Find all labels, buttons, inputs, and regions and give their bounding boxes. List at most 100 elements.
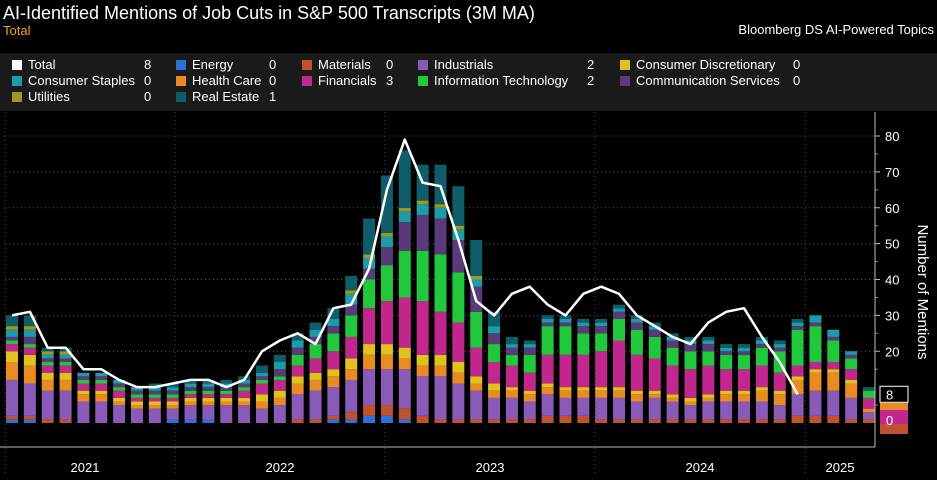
bar-segment <box>6 379 18 416</box>
bar-segment <box>273 362 286 370</box>
end-label-total: 8 <box>886 387 893 402</box>
legend-value: 2 <box>587 57 595 72</box>
bar-segment <box>327 376 340 388</box>
bar-segment <box>291 376 304 384</box>
legend-label: Total <box>28 57 56 72</box>
bar-segment <box>809 322 822 327</box>
bar-segment <box>523 401 536 420</box>
bar-segment <box>559 354 572 388</box>
bar-segment <box>630 322 643 330</box>
bar-segment <box>291 347 304 355</box>
bar-segment <box>398 408 411 420</box>
bar-segment <box>6 329 18 337</box>
bar-segment <box>541 318 554 323</box>
legend-item-financials: Financials 3 <box>302 73 402 89</box>
bar-segment <box>416 354 429 366</box>
bar-segment <box>130 408 143 423</box>
bar-segment <box>273 369 286 377</box>
bar-segment <box>809 415 822 423</box>
bar-segment <box>6 419 18 423</box>
bar-segment <box>273 376 286 380</box>
bar-segment <box>130 390 143 395</box>
bar-segment <box>720 419 733 423</box>
bar-segment <box>666 401 679 420</box>
bar-segment <box>41 347 54 352</box>
bar-segment <box>773 344 786 348</box>
bar-segment <box>130 397 143 402</box>
bar-segment <box>809 390 822 416</box>
bar-segment <box>684 397 697 402</box>
bar-segment <box>327 419 340 423</box>
bar-segment <box>755 340 768 345</box>
legend-label: Utilities <box>28 89 70 104</box>
bar-segment <box>434 204 447 208</box>
bar-segment <box>345 304 358 316</box>
bar-segment <box>416 200 429 205</box>
bar-segment <box>630 394 643 402</box>
bar-segment <box>363 254 376 258</box>
x-tick-label: 2021 <box>71 460 100 475</box>
bar-segment <box>505 419 518 423</box>
bar-segment <box>684 401 697 406</box>
bar-segment <box>345 412 358 420</box>
bar-segment <box>6 362 18 380</box>
bar-segment <box>130 401 143 406</box>
bar-segment <box>380 232 393 237</box>
bar-segment <box>827 390 840 416</box>
bar-segment <box>452 186 465 226</box>
bar-segment <box>255 376 268 380</box>
bar-segment <box>380 301 393 345</box>
x-tick-label: 2025 <box>826 460 855 475</box>
legend-swatch-communication-services <box>620 76 630 86</box>
bar-segment <box>309 344 322 359</box>
legend-label: Consumer Discretionary <box>636 57 776 72</box>
bar-segment <box>6 315 18 327</box>
bar-segment <box>184 419 197 423</box>
bar-segment <box>166 387 179 391</box>
legend-label: Communication Services <box>636 73 780 88</box>
bar-segment <box>505 365 518 388</box>
bar-segment <box>434 365 447 377</box>
bar-segment <box>184 387 197 391</box>
end-label-zero: 0 <box>886 413 893 428</box>
bar-segment <box>452 225 465 230</box>
legend-value: 0 <box>144 73 152 88</box>
bar-segment <box>130 405 143 409</box>
bar-segment <box>327 415 340 420</box>
legend-value: 0 <box>269 57 277 72</box>
bar-segment <box>309 336 322 345</box>
bar-segment <box>863 419 875 423</box>
bar-segment <box>41 390 54 420</box>
bar-segment <box>255 401 268 409</box>
bar-segment <box>380 175 393 233</box>
bar-segment <box>541 315 554 319</box>
bar-segment <box>166 390 179 395</box>
bar-segment <box>595 333 608 352</box>
y-tick-label: 60 <box>885 201 899 216</box>
bar-segment <box>309 390 322 420</box>
bar-segment <box>166 394 179 398</box>
bar-segment <box>220 390 233 395</box>
bar-segment <box>77 401 90 423</box>
bar-segment <box>684 344 697 352</box>
bar-segment <box>363 405 376 416</box>
bar-segment <box>363 218 376 255</box>
bar-segment <box>845 351 858 355</box>
bar-segment <box>470 279 483 287</box>
bar-segment <box>291 383 304 395</box>
bar-segment <box>416 301 429 355</box>
bar-segment <box>559 415 572 423</box>
bar-segment <box>827 340 840 363</box>
legend-swatch-industrials <box>418 60 428 70</box>
bar-segment <box>684 351 697 370</box>
total-line <box>11 138 799 395</box>
bar-segment <box>845 419 858 423</box>
bar-segment <box>166 401 179 406</box>
bar-segment <box>505 390 518 398</box>
bar-segment <box>755 401 768 420</box>
bar-segment <box>666 397 679 402</box>
bar-segment <box>738 394 751 402</box>
x-tick-label: 2023 <box>476 460 505 475</box>
bar-segment <box>488 383 501 391</box>
y-axis-label: Number of Mentions <box>914 224 931 359</box>
